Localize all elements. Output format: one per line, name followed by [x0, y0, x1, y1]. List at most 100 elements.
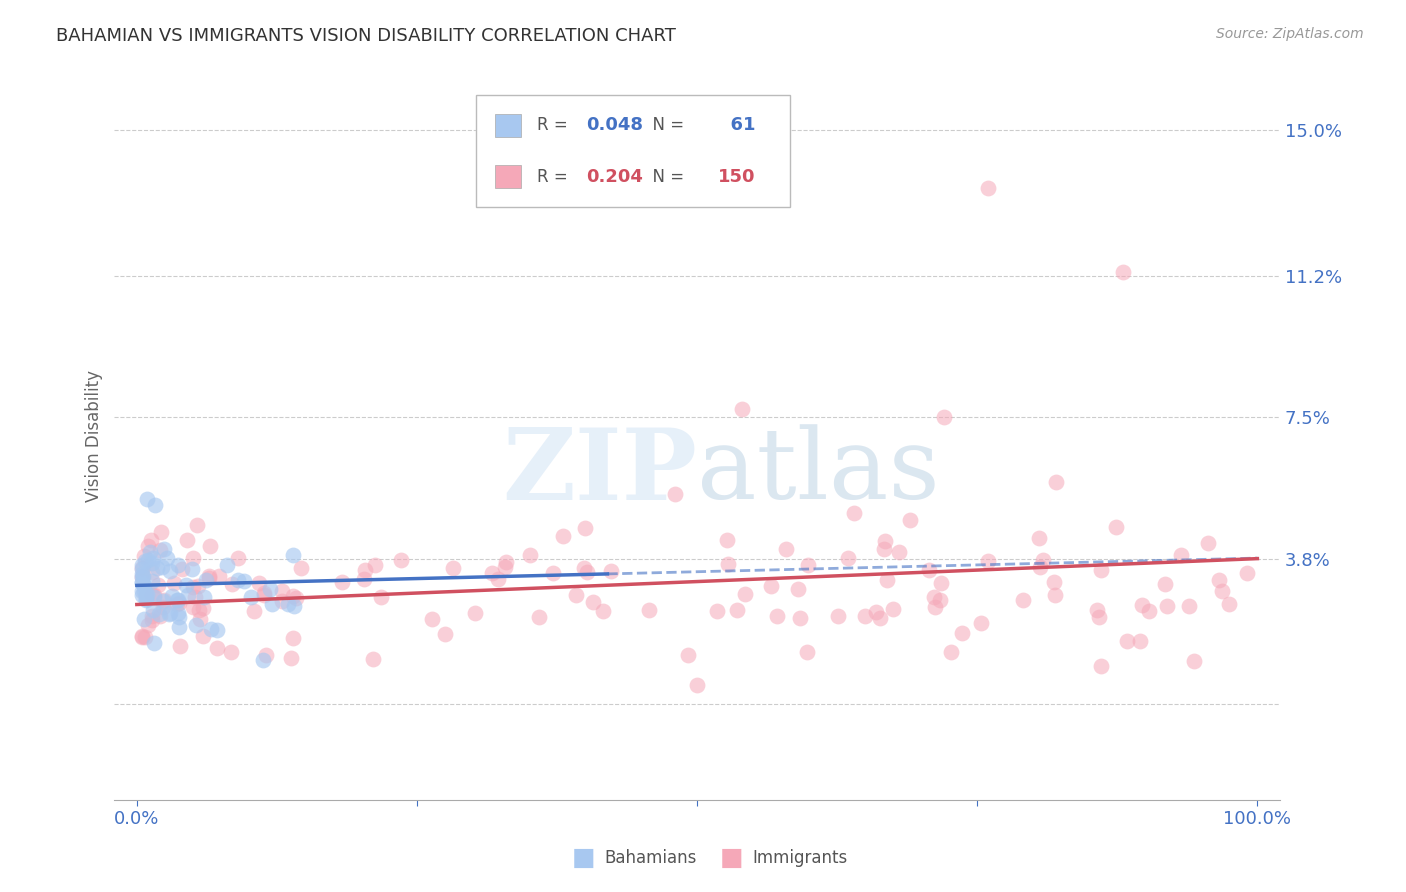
Point	[929, 593, 952, 607]
Text: ■: ■	[720, 847, 742, 870]
Point	[252, 653, 274, 667]
Point	[1028, 532, 1050, 546]
Point	[139, 545, 162, 559]
Point	[970, 615, 993, 630]
Point	[174, 577, 197, 591]
Text: R =: R =	[537, 116, 574, 134]
Point	[131, 588, 153, 602]
Point	[141, 588, 163, 602]
Point	[929, 575, 952, 590]
Point	[198, 569, 221, 583]
Point	[181, 550, 204, 565]
Point	[141, 556, 163, 570]
Point	[240, 590, 263, 604]
Point	[873, 542, 896, 557]
Point	[135, 593, 157, 607]
Point	[138, 539, 160, 553]
Point	[142, 550, 165, 565]
Point	[135, 491, 157, 506]
Point	[976, 554, 998, 568]
Point	[541, 566, 564, 580]
FancyBboxPatch shape	[475, 95, 790, 208]
Point	[370, 590, 392, 604]
Point	[205, 623, 228, 637]
Point	[166, 597, 188, 611]
Point	[131, 570, 153, 584]
Point	[873, 534, 896, 549]
Point	[734, 587, 756, 601]
Point	[260, 597, 283, 611]
Point	[131, 576, 153, 591]
Text: ■: ■	[572, 847, 595, 870]
Point	[797, 558, 820, 573]
Point	[157, 607, 180, 621]
Point	[152, 593, 174, 607]
Point	[253, 586, 276, 600]
Point	[1012, 593, 1035, 607]
Point	[1112, 265, 1135, 279]
Point	[141, 614, 163, 628]
Point	[167, 558, 190, 573]
Point	[191, 600, 214, 615]
Point	[592, 604, 614, 618]
Point	[1088, 610, 1111, 624]
Point	[132, 584, 155, 599]
Point	[876, 573, 898, 587]
Point	[759, 579, 782, 593]
Point	[176, 533, 198, 548]
Text: N =: N =	[643, 116, 690, 134]
Point	[146, 561, 169, 575]
Point	[564, 588, 586, 602]
Point	[270, 594, 292, 608]
Point	[796, 645, 818, 659]
Point	[131, 570, 153, 584]
Point	[221, 577, 243, 591]
Point	[924, 600, 946, 615]
Point	[163, 576, 186, 591]
Text: Bahamians: Bahamians	[605, 849, 697, 867]
Point	[132, 549, 155, 564]
Point	[162, 589, 184, 603]
Point	[131, 568, 153, 582]
Point	[181, 599, 204, 614]
FancyBboxPatch shape	[495, 165, 522, 188]
Point	[1137, 604, 1160, 618]
Text: 0.048: 0.048	[586, 116, 644, 134]
Point	[1132, 598, 1154, 612]
Point	[177, 588, 200, 602]
Point	[1211, 583, 1233, 598]
FancyBboxPatch shape	[495, 113, 522, 136]
Point	[277, 597, 299, 611]
Point	[977, 180, 1000, 194]
Point	[247, 576, 270, 591]
Text: 0.204: 0.204	[586, 168, 644, 186]
Point	[131, 558, 153, 572]
Point	[215, 558, 238, 573]
Point	[166, 606, 188, 620]
Point	[254, 648, 277, 662]
Point	[600, 564, 623, 578]
Point	[226, 573, 249, 587]
Point	[148, 607, 170, 622]
Text: 150: 150	[718, 168, 755, 186]
Point	[1182, 654, 1205, 668]
Point	[283, 548, 305, 562]
Point	[842, 506, 865, 520]
Point	[950, 626, 973, 640]
Point	[136, 618, 159, 632]
Point	[1045, 475, 1067, 490]
Point	[354, 563, 377, 577]
Point	[219, 645, 242, 659]
Point	[551, 529, 574, 543]
Point	[134, 612, 156, 626]
Point	[149, 542, 172, 557]
Point	[716, 533, 738, 547]
Point	[1156, 599, 1178, 614]
Point	[529, 610, 551, 624]
Point	[494, 559, 516, 574]
Text: R =: R =	[537, 168, 574, 186]
Point	[198, 539, 221, 553]
Point	[205, 640, 228, 655]
Point	[131, 562, 153, 576]
Point	[181, 580, 204, 594]
